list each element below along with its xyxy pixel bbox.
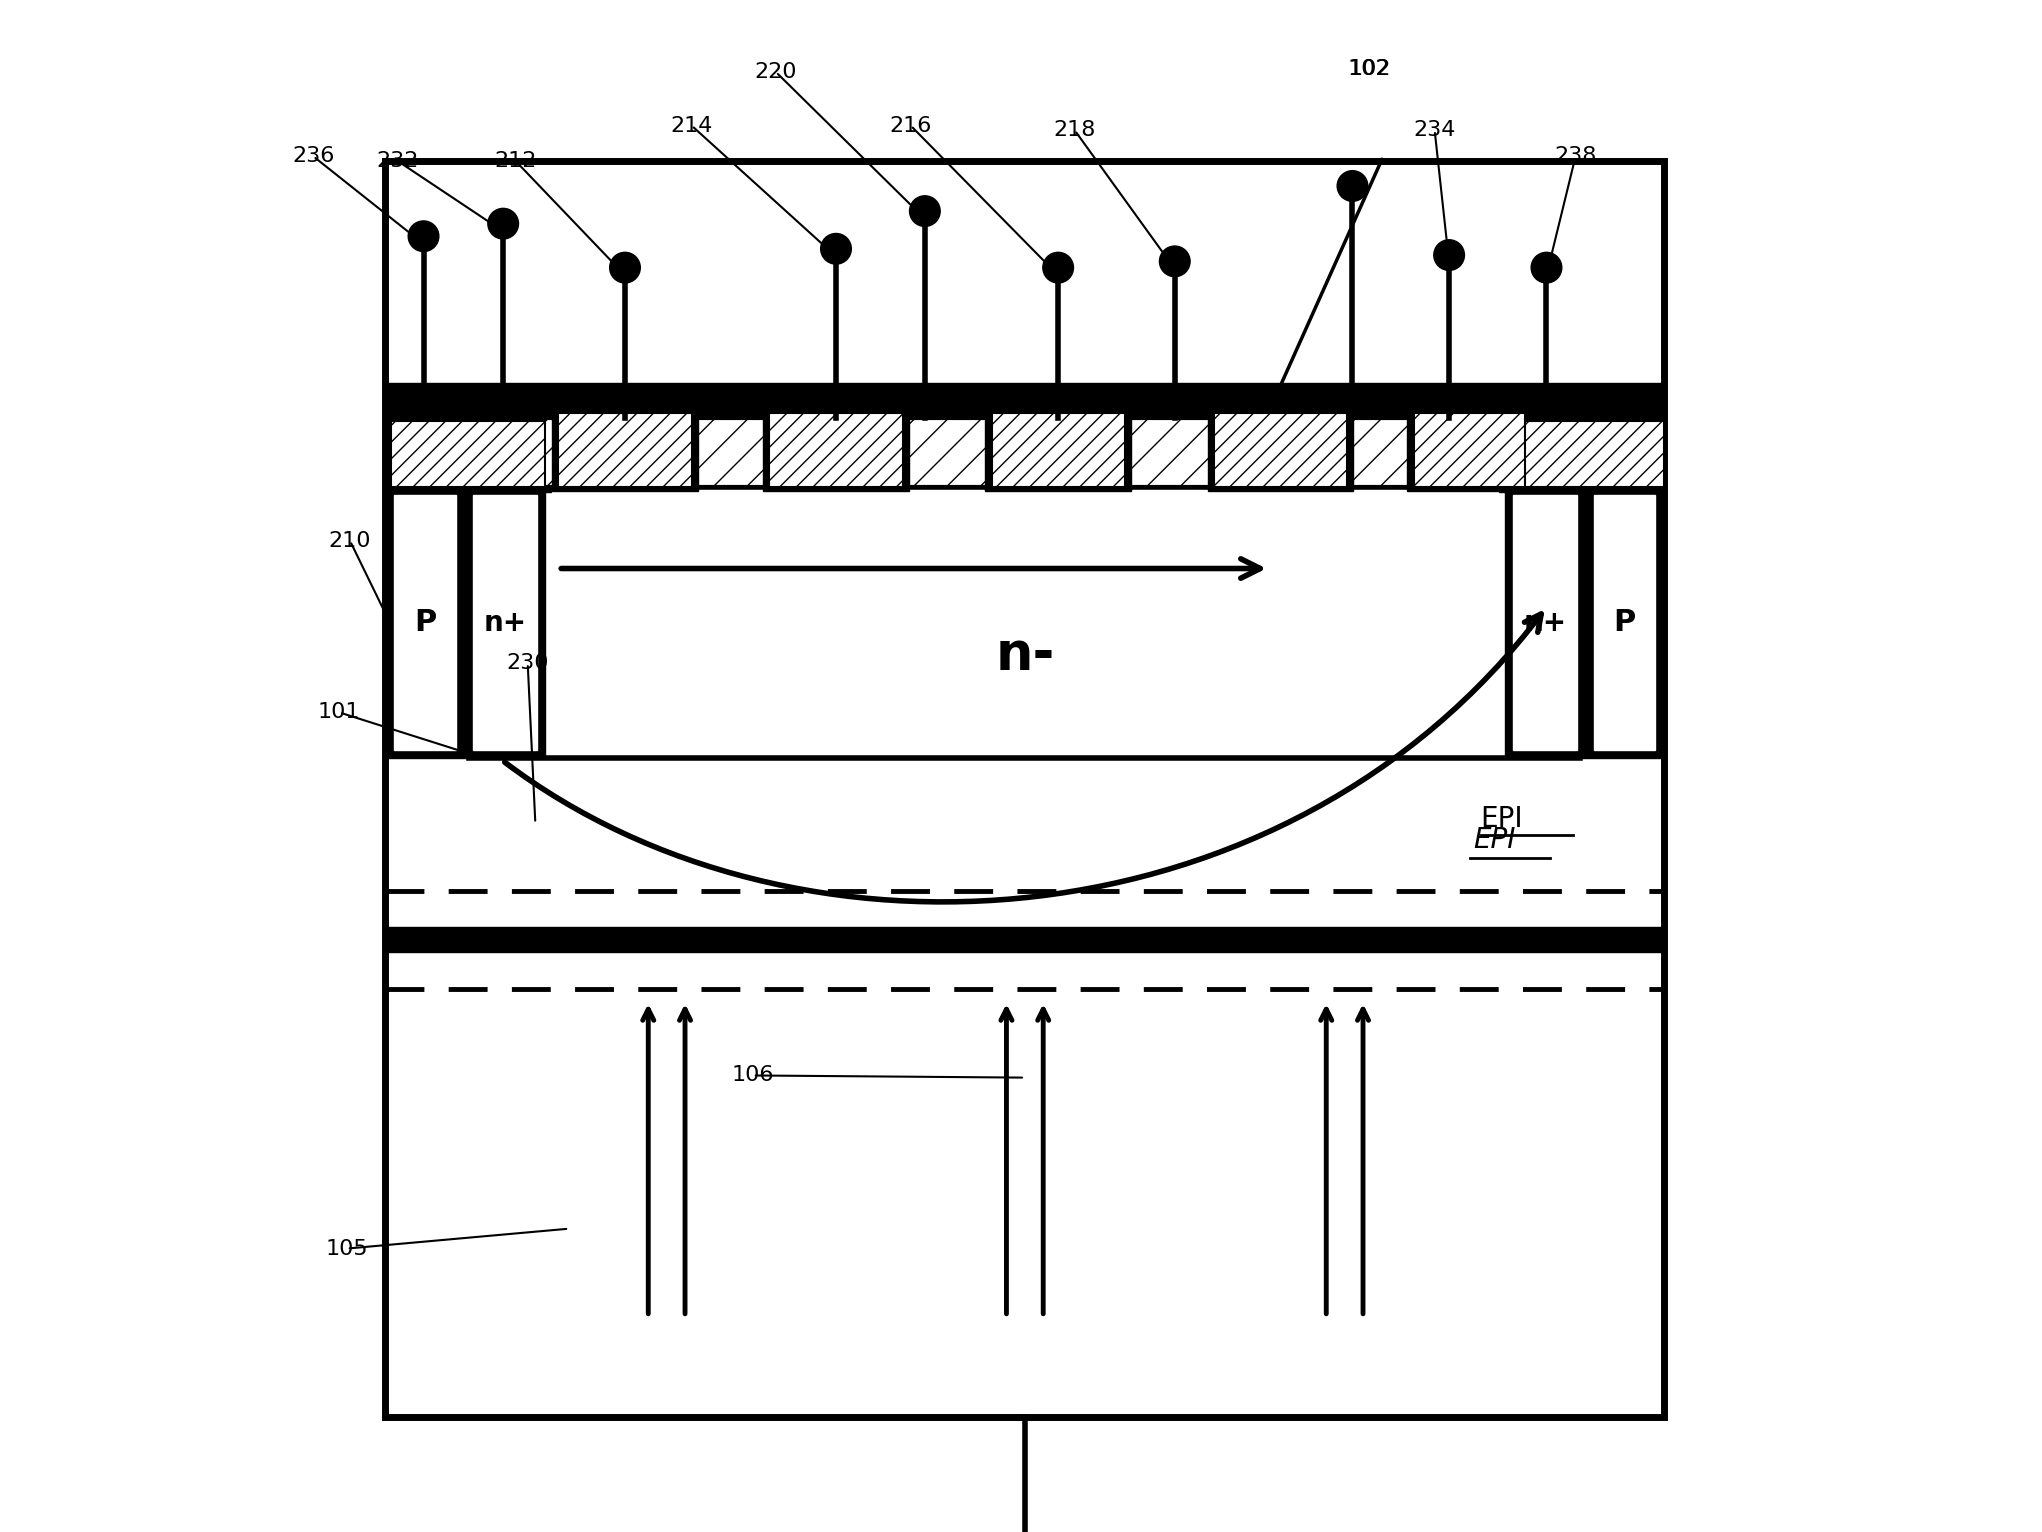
- Circle shape: [1433, 241, 1464, 271]
- Bar: [472, 495, 537, 751]
- Text: n-: n-: [994, 630, 1054, 680]
- Circle shape: [1532, 253, 1562, 283]
- Text: 230: 230: [506, 653, 549, 674]
- Bar: [1213, 414, 1348, 487]
- Bar: [1585, 487, 1664, 758]
- Circle shape: [1160, 247, 1190, 277]
- Bar: [1595, 495, 1656, 751]
- Text: 102: 102: [1350, 58, 1391, 80]
- Bar: [392, 421, 545, 487]
- Bar: [1413, 414, 1525, 487]
- FancyArrowPatch shape: [504, 614, 1542, 902]
- Bar: [1513, 495, 1576, 751]
- Text: n+: n+: [1523, 608, 1566, 636]
- Bar: [1499, 395, 1664, 492]
- Text: n+: n+: [484, 608, 527, 636]
- Text: 238: 238: [1554, 146, 1597, 167]
- Text: 212: 212: [494, 150, 537, 172]
- Text: P: P: [415, 608, 437, 637]
- Bar: [992, 414, 1125, 487]
- Bar: [770, 414, 903, 487]
- Bar: [1207, 394, 1354, 490]
- Bar: [1505, 487, 1585, 758]
- Bar: [470, 418, 1581, 487]
- Bar: [557, 414, 692, 487]
- Bar: [386, 927, 1664, 951]
- Text: 210: 210: [329, 530, 372, 552]
- Text: 236: 236: [292, 146, 335, 167]
- Text: EPI: EPI: [1472, 826, 1515, 853]
- Bar: [394, 495, 455, 751]
- Text: 102: 102: [1348, 58, 1391, 80]
- Circle shape: [1338, 170, 1368, 201]
- Circle shape: [408, 221, 439, 251]
- Bar: [470, 487, 1581, 758]
- Text: 101: 101: [319, 702, 361, 723]
- Bar: [466, 487, 545, 758]
- Text: P: P: [1613, 608, 1636, 637]
- Bar: [551, 394, 698, 490]
- Text: 234: 234: [1413, 119, 1456, 141]
- Text: 218: 218: [1054, 119, 1097, 141]
- Bar: [386, 395, 551, 492]
- Bar: [986, 394, 1131, 490]
- Circle shape: [611, 253, 641, 283]
- Text: 106: 106: [731, 1065, 774, 1086]
- Bar: [1407, 394, 1532, 490]
- Circle shape: [1043, 253, 1074, 283]
- Circle shape: [821, 233, 852, 264]
- Text: 214: 214: [670, 115, 713, 136]
- Text: 216: 216: [890, 115, 931, 136]
- Circle shape: [909, 196, 939, 227]
- Bar: [386, 161, 1664, 1417]
- Bar: [386, 383, 1664, 418]
- Text: 220: 220: [756, 61, 796, 83]
- Text: EPI: EPI: [1480, 806, 1523, 833]
- Bar: [1505, 421, 1664, 487]
- Circle shape: [488, 208, 519, 239]
- Text: 232: 232: [376, 150, 419, 172]
- Bar: [764, 394, 909, 490]
- Bar: [386, 487, 466, 758]
- Text: 105: 105: [325, 1238, 368, 1259]
